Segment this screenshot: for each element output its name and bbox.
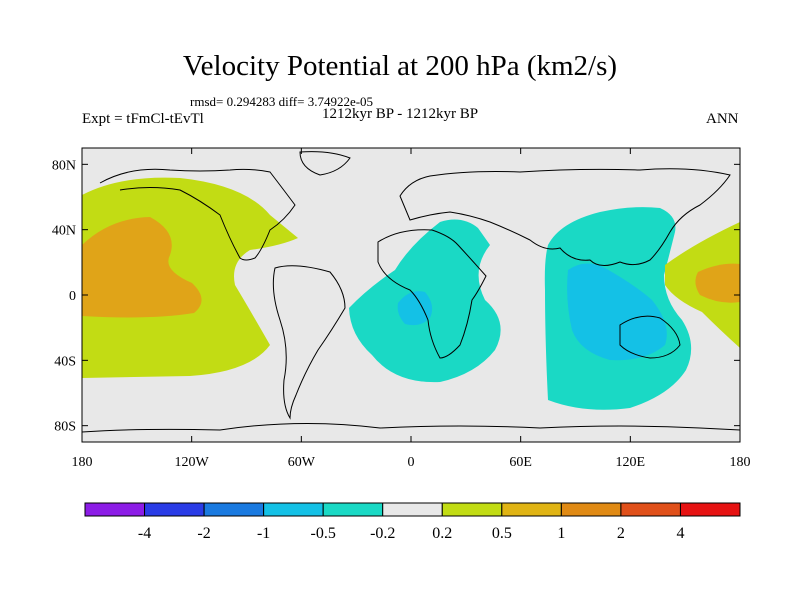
colorbar-label: 4 (676, 525, 684, 542)
lat-tick-label: 40S (54, 354, 76, 369)
australia-coast (619, 315, 681, 359)
colorbar-box (560, 502, 622, 517)
africa-coast (377, 229, 487, 359)
colorbar-box (203, 502, 265, 517)
atlantic-africa-negative-core (397, 291, 433, 326)
north-america-coast (99, 168, 296, 261)
colorbar-box (263, 502, 324, 517)
pacific-positive-core (82, 217, 202, 318)
lat-tick-label: 0 (69, 289, 76, 304)
lat-tick-label: 40N (52, 224, 76, 239)
experiment-label: Expt = tFmCl-tEvTl (82, 111, 204, 127)
lon-tick-label: 0 (408, 455, 415, 470)
lon-tick-label: 180 (730, 455, 751, 470)
greenland-coast (299, 151, 351, 176)
colorbar-box (322, 502, 384, 517)
colorbar-label: 1 (557, 525, 565, 542)
colorbar-label: 2 (617, 525, 625, 542)
lon-tick-label: 120E (616, 455, 646, 470)
colorbar-label: -0.2 (370, 525, 395, 542)
colorbar-box (441, 502, 503, 517)
axis-ticks: 180 120W 60W 0 60E 120E 180 80N 40N 0 40S 80S (52, 148, 751, 470)
lon-tick-label: 60W (288, 455, 316, 470)
colorbar-label: 0.2 (432, 525, 452, 542)
south-america-coast (272, 265, 346, 420)
colorbar-label: -4 (138, 525, 151, 542)
colorbar-labels: -4 -2 -1 -0.5 -0.2 0.2 0.5 1 2 4 (138, 525, 685, 542)
colorbar-box (84, 502, 146, 517)
colorbar-box (679, 502, 741, 517)
lon-tick-label: 120W (175, 455, 210, 470)
eurasia-coast (399, 168, 731, 266)
season-label: ANN (706, 111, 739, 127)
colorbar-box (620, 502, 681, 517)
colorbar-boxes (84, 502, 741, 517)
coastlines (82, 151, 740, 433)
lon-tick-label: 180 (72, 455, 93, 470)
colorbar-box (382, 502, 443, 517)
lat-tick-label: 80S (54, 420, 76, 435)
colorbar-label: -2 (197, 525, 210, 542)
colorbar-label: -1 (257, 525, 270, 542)
colorbar-box (144, 502, 205, 517)
stats-label: rmsd= 0.294283 diff= 3.74922e-05 (190, 94, 374, 109)
lon-tick-label: 60E (509, 455, 532, 470)
colorbar-label: -0.5 (311, 525, 336, 542)
indian-maritime-negative-core (567, 263, 667, 361)
antarctica-coast (82, 422, 740, 433)
period-label: 1212kyr BP - 1212kyr BP (322, 106, 479, 122)
colorbar-label: 0.5 (492, 525, 512, 542)
west-pacific-positive-core (695, 263, 740, 303)
lat-tick-label: 80N (52, 158, 76, 173)
map-title: Velocity Potential at 200 hPa (km2/s) (182, 50, 618, 82)
colorbar-box (501, 502, 562, 517)
contour-fills (82, 177, 740, 410)
